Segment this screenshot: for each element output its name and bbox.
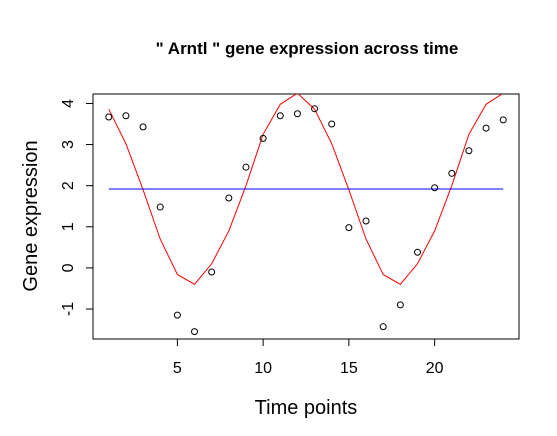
- y-tick-label: 3: [60, 140, 77, 149]
- data-point: [242, 163, 250, 171]
- y-tick-label: 1: [60, 222, 77, 231]
- data-point: [208, 268, 216, 276]
- data-point: [139, 123, 147, 131]
- data-point: [311, 105, 319, 113]
- data-point: [362, 217, 370, 225]
- data-point: [413, 248, 421, 256]
- fit-line: [108, 94, 503, 285]
- y-axis-label: Gene expression: [20, 140, 42, 291]
- data-point: [345, 224, 353, 232]
- x-axis: 5 10 15 20: [173, 338, 444, 377]
- x-tick-label: 10: [254, 360, 272, 377]
- x-tick-label: 5: [173, 360, 182, 377]
- points-layer: [105, 105, 507, 336]
- data-point: [465, 147, 473, 155]
- data-point: [499, 116, 507, 124]
- data-point: [396, 301, 404, 309]
- y-tick-label: 2: [60, 181, 77, 190]
- x-tick-label: 15: [340, 360, 358, 377]
- series-layer: [108, 94, 504, 285]
- data-point: [276, 112, 284, 120]
- y-axis: -1 0 1 2 3 4: [60, 99, 94, 316]
- data-point: [482, 124, 490, 132]
- y-tick-label: 0: [60, 263, 77, 272]
- y-tick-label: 4: [60, 99, 77, 108]
- data-point: [122, 112, 130, 120]
- data-point: [431, 184, 439, 192]
- x-tick-label: 20: [426, 360, 444, 377]
- data-point: [191, 328, 199, 336]
- data-point: [105, 113, 113, 121]
- data-point: [293, 110, 301, 118]
- chart-title: " Arntl " gene expression across time: [156, 39, 459, 58]
- data-point: [259, 134, 267, 142]
- data-point: [379, 323, 387, 331]
- data-point: [156, 203, 164, 211]
- data-point: [173, 311, 181, 319]
- y-tick-label: -1: [60, 302, 77, 316]
- data-point: [225, 194, 233, 202]
- x-axis-label: Time points: [255, 397, 358, 419]
- data-point: [448, 169, 456, 177]
- plot-frame: [92, 93, 520, 340]
- data-point: [328, 120, 336, 128]
